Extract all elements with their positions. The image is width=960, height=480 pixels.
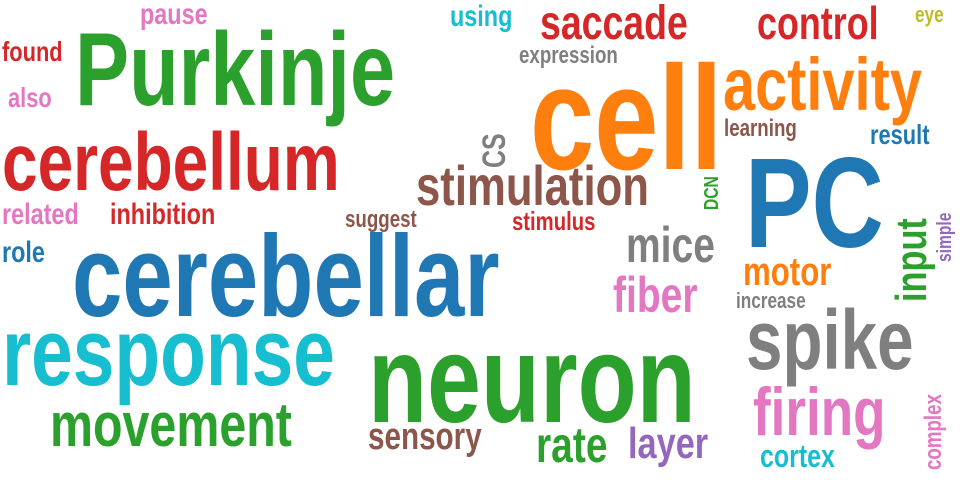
word-layer: layer: [628, 419, 709, 468]
word-mice: mice: [626, 217, 715, 273]
word-learning: learning: [724, 115, 797, 142]
word-sensory: sensory: [368, 416, 482, 458]
word-stimulus: stimulus: [512, 206, 596, 236]
word-eye: eye: [915, 2, 944, 27]
word-result: result: [870, 119, 930, 150]
word-stimulation: stimulation: [416, 154, 649, 217]
word-expression: expression: [519, 42, 618, 69]
word-cs: CS: [476, 133, 512, 168]
word-simple: simple: [934, 212, 956, 262]
word-increase: increase: [736, 288, 806, 313]
word-motor: motor: [743, 250, 832, 294]
word-dcn: DCN: [701, 176, 723, 210]
word-neuron: neuron: [368, 311, 696, 449]
word-suggest: suggest: [345, 206, 417, 233]
word-using: using: [450, 0, 513, 33]
word-pc: PC: [745, 132, 884, 275]
word-pause: pause: [140, 0, 208, 31]
word-spike: spike: [746, 293, 914, 387]
word-saccade: saccade: [540, 0, 688, 50]
word-cerebellar: cerebellar: [72, 211, 500, 341]
word-found: found: [2, 36, 63, 67]
word-rate: rate: [536, 417, 608, 473]
word-fiber: fiber: [613, 267, 698, 323]
word-also: also: [8, 82, 52, 113]
word-movement: movement: [50, 391, 292, 460]
word-complex: complex: [920, 394, 947, 470]
word-response: response: [2, 299, 335, 406]
word-activity: activity: [723, 43, 922, 126]
word-role: role: [2, 236, 45, 269]
word-cortex: cortex: [760, 438, 835, 474]
word-control: control: [757, 0, 879, 49]
word-inhibition: inhibition: [110, 198, 216, 231]
word-related: related: [2, 198, 79, 231]
word-purkinje: Purkinje: [75, 12, 396, 128]
word-cell: cell: [530, 36, 723, 201]
word-firing: firing: [753, 374, 886, 450]
word-input: input: [887, 218, 936, 302]
word-cerebellum: cerebellum: [2, 117, 340, 208]
